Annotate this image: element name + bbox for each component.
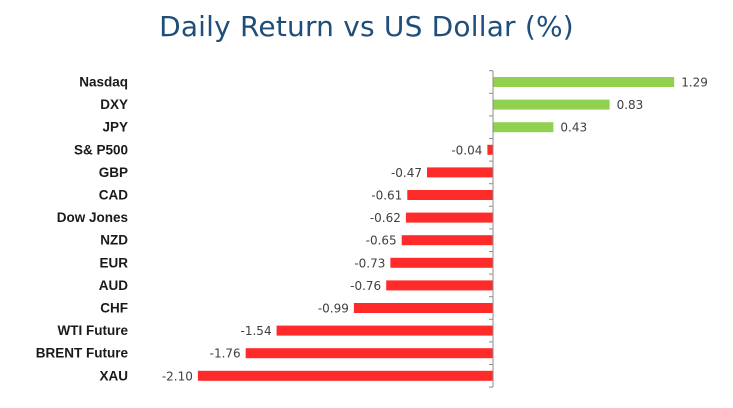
bar-jpy (493, 122, 554, 133)
axis-layer (489, 70, 494, 388)
bar-chf (353, 303, 493, 313)
category-label: S& P500 (74, 142, 128, 157)
value-label: -0.76 (350, 279, 381, 293)
bar-dow-jones (405, 212, 493, 223)
category-label: NZD (100, 233, 128, 248)
bar-aud (386, 280, 493, 291)
bars-layer (197, 77, 675, 381)
bar-cad (407, 190, 493, 200)
value-label: -0.47 (391, 166, 422, 180)
category-label: GBP (99, 165, 128, 180)
bar-nasdaq (493, 77, 675, 87)
bar-nzd (401, 235, 493, 246)
value-label: 1.29 (681, 76, 708, 90)
value-label: -0.99 (318, 302, 349, 316)
category-label: DXY (100, 97, 128, 112)
bar-dxy (493, 99, 610, 110)
value-label: -0.65 (366, 234, 397, 248)
category-label: Dow Jones (57, 210, 128, 225)
labels-layer: Nasdaq 1.29 DXY 0.83 JPY 0.43 S& P500 -0.04 GBP -… (36, 75, 708, 384)
category-label: XAU (99, 368, 128, 383)
value-label: 0.83 (617, 98, 644, 112)
value-label: 0.43 (560, 121, 587, 135)
category-label: CAD (99, 188, 128, 203)
value-label: -0.62 (370, 211, 401, 225)
value-label: -2.10 (162, 369, 193, 383)
bar-eur (390, 257, 493, 268)
chart-title: Daily Return vs US Dollar (%) (159, 10, 574, 43)
category-label: JPY (102, 120, 128, 135)
value-label: -1.54 (241, 324, 272, 338)
category-label: BRENT Future (36, 346, 129, 361)
value-label: -0.61 (371, 189, 402, 203)
bar-gbp (427, 167, 493, 178)
bar-xau (197, 370, 493, 381)
value-label: -1.76 (210, 347, 241, 361)
category-label: WTI Future (58, 323, 129, 338)
bar-wti-future (276, 325, 493, 336)
bar-s-p500 (487, 144, 493, 155)
category-label: CHF (100, 301, 128, 316)
category-label: EUR (99, 255, 128, 270)
category-label: Nasdaq (79, 75, 128, 90)
category-label: AUD (99, 278, 128, 293)
value-label: -0.73 (354, 256, 385, 270)
bar-brent-future (245, 348, 493, 359)
value-label: -0.04 (451, 143, 482, 157)
